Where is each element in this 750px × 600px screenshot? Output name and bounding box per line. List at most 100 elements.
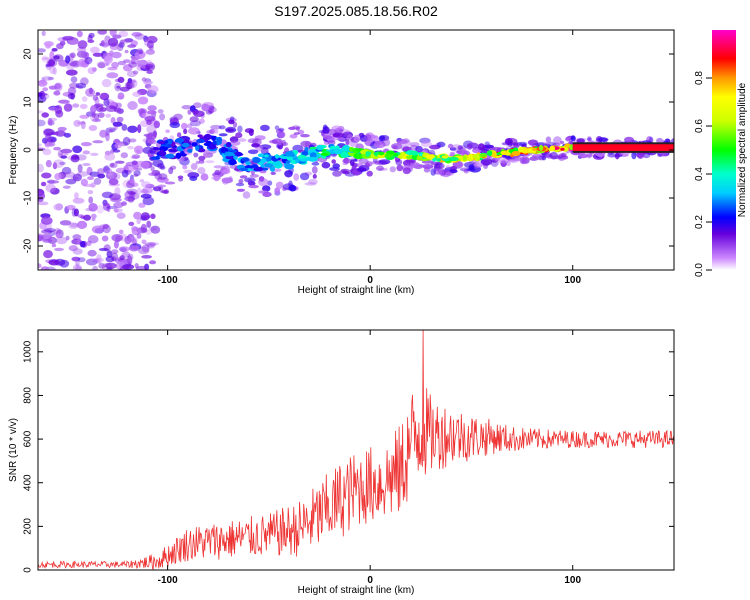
x-tick-label: -100 xyxy=(158,575,178,586)
spectrogram-noise-blob xyxy=(133,173,139,177)
spectrogram-halo-blob xyxy=(335,137,346,141)
spectrogram-ridge-blob xyxy=(269,166,276,172)
spectrogram-noise-blob xyxy=(41,172,52,179)
spectrogram-noise-blob xyxy=(93,103,104,107)
spectrogram-ridge-blob xyxy=(295,159,300,164)
spectrogram-noise-blob xyxy=(62,185,71,189)
spectrogram-noise-blob xyxy=(121,38,130,44)
spectrogram-noise-blob xyxy=(118,246,130,252)
spectrogram-halo-blob xyxy=(181,105,192,110)
spectrogram-noise-blob xyxy=(142,196,155,206)
spectrogram-ridge-blob xyxy=(400,152,406,157)
spectrogram-ridge-blob xyxy=(320,152,329,156)
spectrogram-halo-blob xyxy=(299,172,310,181)
spectrogram-ridge-blob xyxy=(436,158,441,162)
spectrogram-noise-blob xyxy=(90,112,95,122)
spectrogram-noise-blob xyxy=(38,79,48,87)
spectrogram-noise-blob xyxy=(131,32,142,37)
spectrogram-ridge-blob xyxy=(159,149,165,156)
spectrogram-noise-blob xyxy=(92,257,104,263)
spectrogram-noise-blob xyxy=(109,30,117,37)
spectrogram-noise-blob xyxy=(109,162,118,169)
spectrogram-noise-blob xyxy=(132,91,142,97)
spectrogram-halo-blob xyxy=(551,155,562,160)
spectrogram-ridge-blob xyxy=(416,155,423,161)
spectrogram-noise-blob xyxy=(91,218,96,221)
spectrogram-halo-blob xyxy=(389,166,396,173)
spectrogram-ridge-blob xyxy=(245,161,251,165)
spectrogram-noise-blob xyxy=(128,221,135,226)
spectrogram-noise-blob xyxy=(101,235,109,242)
spectrogram-ridge-blob xyxy=(165,153,175,159)
spectrogram-noise-blob xyxy=(119,39,125,45)
spectrogram-noise-blob xyxy=(80,77,89,86)
spectrogram-halo-blob xyxy=(430,168,437,176)
spectrogram-ridge-blob xyxy=(252,157,261,164)
spectrogram-noise-blob xyxy=(120,152,128,159)
spectrogram-ridge-blob xyxy=(195,145,200,151)
spectrogram-ridge-blob xyxy=(340,151,349,158)
spectrogram-halo-blob xyxy=(322,124,328,131)
spectrogram-ridge-blob xyxy=(274,154,280,159)
spectrogram-noise-blob xyxy=(87,190,94,195)
spectrogram-noise-blob xyxy=(72,264,82,270)
spectrogram-noise-blob xyxy=(88,203,98,212)
spectrogram-ridge-blob xyxy=(299,158,309,162)
spectrogram-ridge-blob xyxy=(264,154,269,158)
spectrogram-halo-blob xyxy=(188,127,200,135)
colorbar-strip xyxy=(712,30,736,270)
spectrogram-halo-blob xyxy=(213,129,219,134)
spectrogram-noise-blob xyxy=(147,85,159,94)
y-tick-label: 400 xyxy=(23,474,34,491)
spectrogram-noise-blob xyxy=(102,224,111,234)
colorbar-tick-label: 0.0 xyxy=(694,263,705,277)
spectrogram-noise-blob xyxy=(85,88,96,97)
spectrogram-halo-blob xyxy=(159,113,166,121)
spectrogram-halo-blob xyxy=(434,162,445,170)
spectrogram-noise-blob xyxy=(124,81,135,90)
spectrogram-noise-blob xyxy=(89,171,100,177)
spectrogram-noise-blob xyxy=(116,116,124,123)
spectrogram-halo-blob xyxy=(274,125,280,130)
spectrogram-noise-blob xyxy=(51,48,58,52)
spectrogram-halo-blob xyxy=(191,109,200,115)
spectrogram-noise-blob xyxy=(101,191,114,199)
spectrogram-noise-blob xyxy=(38,119,46,127)
spectrogram-noise-blob xyxy=(62,35,75,41)
spectrogram-noise-blob xyxy=(124,190,136,199)
spectrogram-noise-blob xyxy=(137,88,148,96)
spectrogram-noise-blob xyxy=(38,263,42,269)
y-tick-label: 10 xyxy=(23,96,34,108)
spectrogram-noise-blob xyxy=(55,233,61,238)
spectrogram-noise-blob xyxy=(97,112,105,118)
spectrogram-noise-blob xyxy=(42,148,52,156)
spectrogram-halo-blob xyxy=(499,159,510,164)
snr-background xyxy=(38,330,674,570)
y-tick-label: 200 xyxy=(23,518,34,535)
spectrogram-halo-blob xyxy=(293,173,300,181)
spectrogram-halo-blob xyxy=(397,141,402,145)
spectrogram-noise-blob xyxy=(76,30,83,38)
spectrogram-halo-blob xyxy=(395,159,403,166)
spectrogram-halo-blob xyxy=(238,178,244,184)
spectrogram-noise-blob xyxy=(63,103,73,112)
spectrogram-noise-blob xyxy=(106,72,119,79)
spectrogram-noise-blob xyxy=(70,40,79,45)
spectrogram-halo-blob xyxy=(228,176,233,182)
spectrogram-halo-blob xyxy=(157,177,169,183)
spectrogram-halo-blob xyxy=(473,162,484,168)
spectrogram-noise-blob xyxy=(56,236,68,245)
spectrogram-halo-blob xyxy=(270,171,276,175)
spectrogram-noise-blob xyxy=(126,188,138,195)
spectrogram-halo-blob xyxy=(228,119,235,125)
spectrogram-noise-blob xyxy=(100,40,105,47)
spectrogram-halo-blob xyxy=(402,167,411,175)
spectrogram-noise-blob xyxy=(111,256,117,262)
spectrogram-noise-blob xyxy=(133,145,144,155)
spectrogram-halo-blob xyxy=(148,139,158,145)
spectrogram-ridge-blob xyxy=(241,157,250,162)
colorbar-tick-label: 0.2 xyxy=(694,215,705,229)
spectrogram-noise-blob xyxy=(98,92,109,100)
spectrogram-noise-blob xyxy=(90,213,97,219)
